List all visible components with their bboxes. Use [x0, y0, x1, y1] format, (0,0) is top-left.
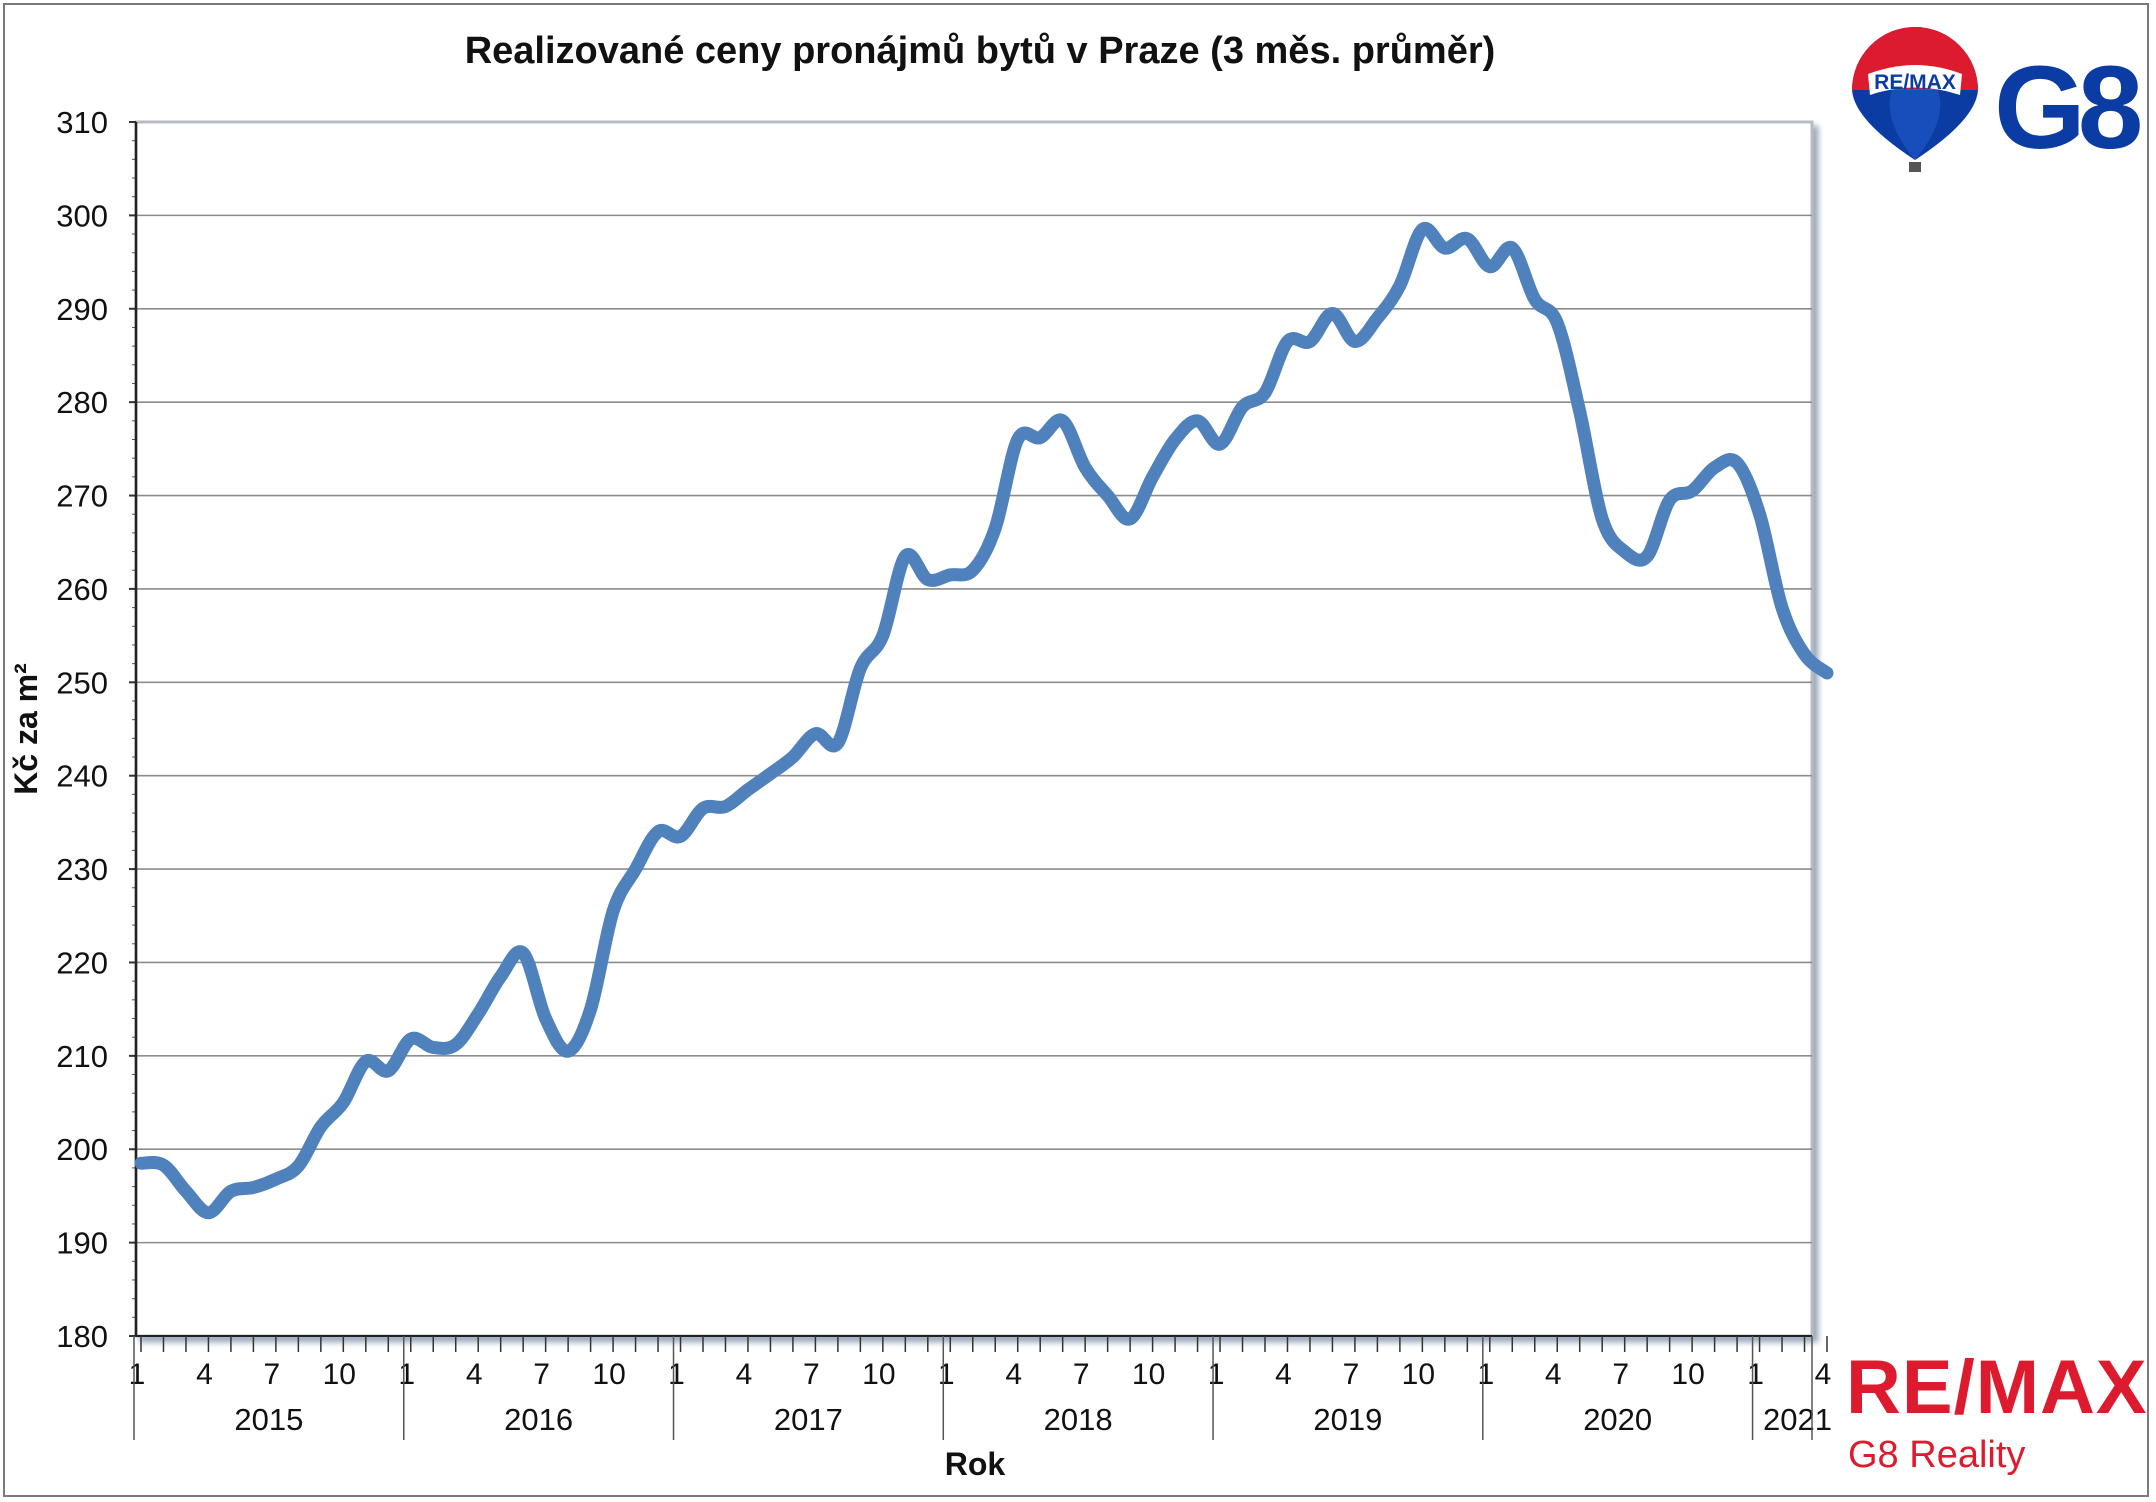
y-tick-label: 230	[56, 852, 108, 887]
y-tick-label: 190	[56, 1226, 108, 1261]
x-tick-label: 4	[736, 1358, 753, 1391]
y-tick-label: 280	[56, 385, 108, 420]
x-tick-label: 7	[1073, 1358, 1090, 1391]
remax-g8-reality-brand: RE/MAX G8 Reality	[1846, 1350, 2147, 1480]
y-tick-label: 290	[56, 292, 108, 327]
gridlines	[136, 214, 1812, 1244]
x-tick-label: 1	[938, 1358, 955, 1391]
x-tick-label: 7	[803, 1358, 820, 1391]
series-line	[134, 221, 1834, 1220]
y-tick-label: 180	[56, 1319, 108, 1354]
x-tick-label: 1	[129, 1358, 146, 1391]
y-tick-label: 210	[56, 1039, 108, 1074]
x-tick-label: 10	[592, 1358, 625, 1391]
remax-g8-logo: RE/MAX G8	[1852, 27, 2140, 174]
x-tick-label: 1	[1208, 1358, 1225, 1391]
x-tick-label: 10	[323, 1358, 356, 1391]
x-tick-label: 1	[1477, 1358, 1494, 1391]
x-tick-label: 4	[466, 1358, 483, 1391]
x-tick-label: 7	[1612, 1358, 1629, 1391]
x-tick-label: 4	[1275, 1358, 1292, 1391]
y-tick-label: 310	[56, 105, 108, 140]
g8-brand-text: G8	[1994, 42, 2140, 174]
x-tick-label: 7	[533, 1358, 550, 1391]
y-tick-label: 300	[56, 198, 108, 233]
g8-reality-subtitle: G8 Reality	[1848, 1434, 2026, 1476]
axes: 180 190 200 210 220 230 240 250 260 270 280 290 300 3…	[56, 105, 1832, 1440]
year-label: 2018	[1044, 1402, 1113, 1437]
x-tick-label: 10	[1671, 1358, 1704, 1391]
x-tick-label: 10	[1402, 1358, 1435, 1391]
year-label: 2015	[234, 1402, 303, 1437]
chart-frame	[3, 3, 2149, 1497]
balloon-text: RE/MAX	[1874, 71, 1956, 94]
chart-title: Realizované ceny pronájmů bytů v Praze (…	[464, 30, 1496, 72]
y-tick-label: 270	[56, 479, 108, 514]
x-tick-label: 7	[264, 1358, 281, 1391]
year-label: 2017	[774, 1402, 843, 1437]
year-label: 2020	[1583, 1402, 1652, 1437]
x-tick-label: 7	[1343, 1358, 1360, 1391]
x-tick-label: 4	[196, 1358, 213, 1391]
x-axis-title: Rok	[945, 1446, 1006, 1482]
remax-balloon-icon: RE/MAX	[1852, 27, 1978, 172]
y-tick-label: 260	[56, 572, 108, 607]
year-label: 2019	[1313, 1402, 1382, 1437]
x-tick-label: 10	[1132, 1358, 1165, 1391]
y-tick-label: 220	[56, 945, 108, 980]
x-tick-label: 10	[862, 1358, 895, 1391]
year-label: 2016	[504, 1402, 573, 1437]
x-tick-label: 1	[668, 1358, 685, 1391]
y-axis-title: Kč za m²	[8, 663, 44, 795]
x-tick-label: 1	[398, 1358, 415, 1391]
y-tick-label: 200	[56, 1132, 108, 1167]
y-tick-label: 240	[56, 759, 108, 794]
x-tick-label: 4	[1005, 1358, 1022, 1391]
x-tick-label: 1	[1747, 1358, 1764, 1391]
x-tick-label: 4	[1815, 1358, 1832, 1391]
remax-wordmark: RE/MAX	[1846, 1345, 2148, 1430]
x-tick-label: 4	[1545, 1358, 1562, 1391]
y-tick-label: 250	[56, 665, 108, 700]
year-label: 2021	[1763, 1402, 1832, 1437]
series-layer	[134, 221, 1834, 1220]
plot-area	[134, 120, 1814, 1338]
